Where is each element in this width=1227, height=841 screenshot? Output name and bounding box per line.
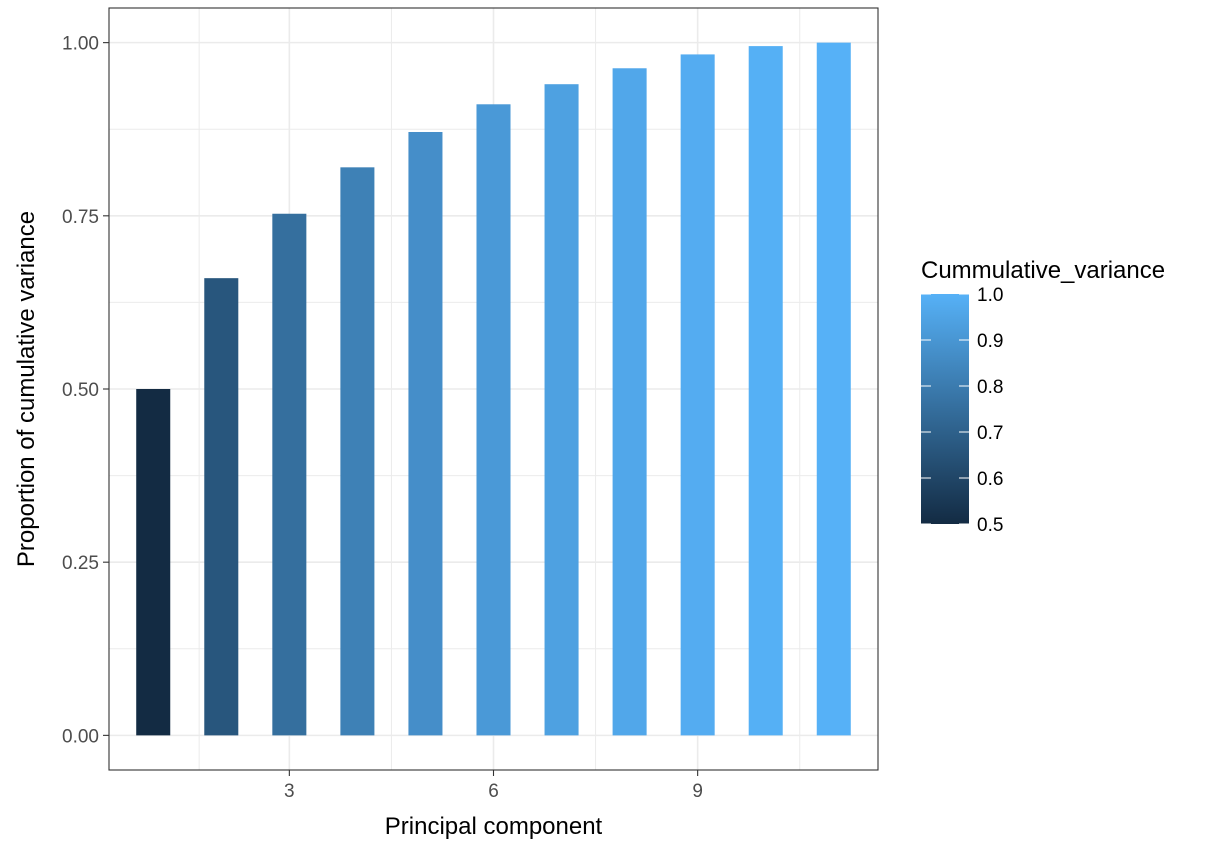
x-tick-label: 9	[692, 781, 703, 802]
y-axis-title: Proportion of cumulative variance	[13, 211, 40, 567]
legend-tick-label: 0.5	[977, 515, 1003, 536]
legend-colorbar	[921, 294, 969, 524]
x-axis: 3 6 9	[284, 770, 703, 802]
legend-tick-label: 0.7	[977, 423, 1003, 444]
legend-ticks: 0.5 0.6 0.7 0.8 0.9 1.0	[921, 285, 1003, 536]
y-tick-label: 0.50	[62, 380, 99, 401]
y-tick-label: 0.75	[62, 207, 99, 228]
bar-pc-7	[544, 84, 579, 736]
x-tick-label: 3	[284, 781, 295, 802]
x-tick-label: 6	[488, 781, 499, 802]
bar-pc-2	[204, 278, 239, 736]
bar-pc-10	[748, 46, 783, 736]
x-axis-title: Principal component	[385, 813, 603, 840]
legend-tick-label: 0.8	[977, 377, 1003, 398]
y-tick-label: 0.00	[62, 726, 99, 747]
bar-pc-11	[816, 42, 851, 736]
y-axis: 0.00 0.25 0.50 0.75 1.00	[62, 34, 109, 747]
legend: Cummulative_variance 0.5 0.6 0.7 0.8 0.9 1.0	[921, 257, 1165, 536]
y-tick-label: 0.25	[62, 553, 99, 574]
legend-tick-label: 0.6	[977, 469, 1003, 490]
bar-pc-6	[476, 104, 511, 736]
legend-title: Cummulative_variance	[921, 257, 1165, 284]
bar-pc-1	[136, 389, 171, 736]
bar-pc-9	[680, 54, 715, 736]
bar-pc-3	[272, 213, 307, 736]
legend-tick-label: 0.9	[977, 331, 1003, 352]
bar-pc-8	[612, 68, 647, 736]
bars	[136, 42, 851, 736]
bar-pc-5	[408, 131, 443, 736]
legend-tick-label: 1.0	[977, 285, 1003, 306]
y-tick-label: 1.00	[62, 34, 99, 55]
bar-pc-4	[340, 167, 375, 736]
